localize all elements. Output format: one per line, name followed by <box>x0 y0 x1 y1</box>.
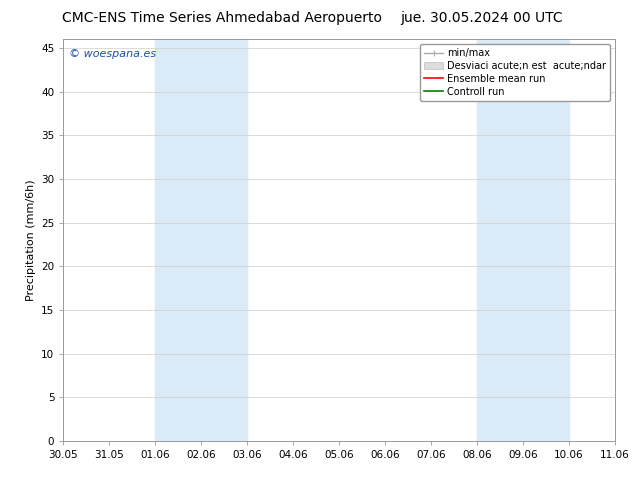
Text: CMC-ENS Time Series Ahmedabad Aeropuerto: CMC-ENS Time Series Ahmedabad Aeropuerto <box>62 11 382 25</box>
Bar <box>477 39 569 441</box>
Text: jue. 30.05.2024 00 UTC: jue. 30.05.2024 00 UTC <box>401 11 563 25</box>
Bar <box>155 39 247 441</box>
Legend: min/max, Desviaci acute;n est  acute;ndar, Ensemble mean run, Controll run: min/max, Desviaci acute;n est acute;ndar… <box>420 44 610 100</box>
Y-axis label: Precipitation (mm/6h): Precipitation (mm/6h) <box>25 179 36 301</box>
Text: © woespana.es: © woespana.es <box>69 49 156 59</box>
